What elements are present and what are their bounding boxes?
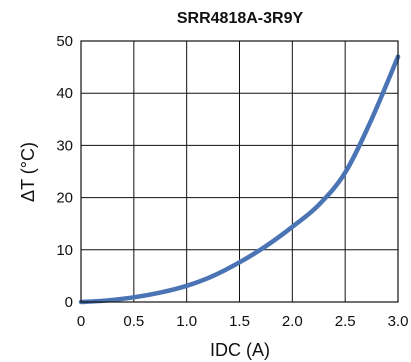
x-tick-label: 3.0 <box>388 313 409 330</box>
y-axis-ticks: 0 10 20 30 40 50 <box>56 33 73 311</box>
y-tick-label: 10 <box>56 242 73 259</box>
x-tick-label: 1.0 <box>176 313 197 330</box>
x-tick-label: 0.5 <box>123 313 144 330</box>
plot-frame <box>80 40 399 303</box>
y-tick-label: 20 <box>56 190 73 207</box>
y-tick-label: 50 <box>56 33 73 50</box>
x-axis-label: IDC (A) <box>210 340 270 360</box>
y-tick-label: 40 <box>56 85 73 102</box>
y-tick-label: 0 <box>65 294 73 311</box>
chart-title: SRR4818A-3R9Y <box>177 10 304 27</box>
x-tick-label: 0 <box>77 313 85 330</box>
x-axis-ticks: 0 0.5 1.0 1.5 2.0 2.5 3.0 <box>77 313 409 330</box>
x-tick-label: 1.5 <box>229 313 250 330</box>
x-tick-label: 2.5 <box>335 313 356 330</box>
series-group <box>78 54 401 305</box>
series-line <box>78 54 401 305</box>
y-tick-label: 30 <box>56 137 73 154</box>
y-axis-label: ΔT (°C) <box>18 142 38 202</box>
x-tick-label: 2.0 <box>282 313 303 330</box>
